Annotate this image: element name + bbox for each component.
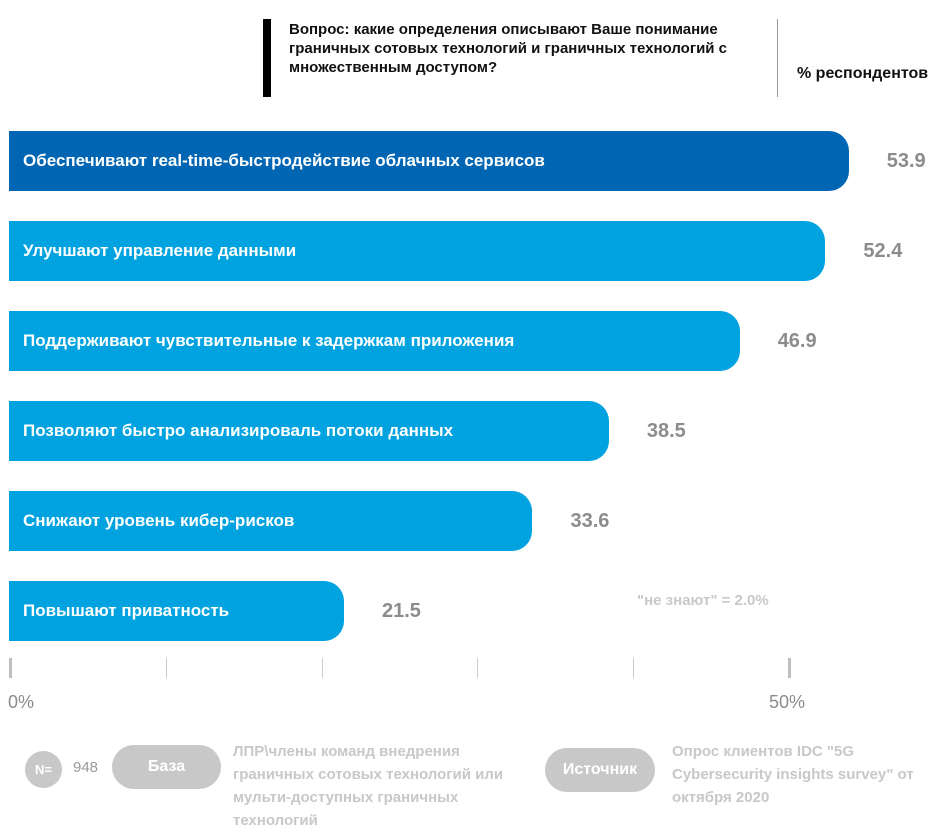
- bar-label: Улучшают управление данными: [23, 241, 297, 260]
- bar-value-label: 46.9: [777, 330, 817, 352]
- base-badge: База: [112, 745, 221, 789]
- source-badge: Источник: [545, 748, 655, 792]
- header-separator: [777, 19, 778, 97]
- bar: [9, 221, 826, 281]
- bar-label: Снижают уровень кибер-рисков: [23, 511, 295, 530]
- n-badge: N=: [25, 751, 62, 788]
- unit-label: % респондентов: [797, 65, 929, 82]
- bar: [9, 131, 849, 191]
- survey-question: Вопрос: какие определения описывают Ваше…: [289, 21, 728, 76]
- x-tick-label-50: 50%: [769, 692, 806, 712]
- n-value: 948: [73, 759, 99, 776]
- x-tick-label-0: 0%: [8, 692, 35, 712]
- base-description: ЛПР\члены команд внедрения граничных сот…: [233, 743, 504, 829]
- bar-label: Повышают приватность: [23, 601, 230, 620]
- source-description: Опрос клиентов IDC "5G Cybersecurity ins…: [672, 743, 914, 806]
- header-accent-bar: [263, 19, 271, 97]
- x-axis-tick: [321, 658, 323, 678]
- x-axis-tick: [477, 658, 479, 678]
- bar-label: Обеспечивают real-time-быстродействие об…: [23, 151, 545, 170]
- bar-label: Поддерживают чувствительные к задержкам …: [23, 331, 515, 350]
- x-axis-tick: [788, 658, 791, 678]
- bar: [9, 311, 740, 371]
- bar-value-label: 53.9: [886, 150, 926, 172]
- x-axis-tick: [165, 658, 167, 678]
- bar-value-label: 33.6: [570, 510, 610, 532]
- bar: [9, 401, 609, 461]
- bar: [9, 581, 344, 641]
- bar-value-label: 21.5: [381, 600, 421, 622]
- x-axis-tick: [9, 658, 12, 678]
- bar: [9, 491, 533, 551]
- bar-label: Позволяют быстро анализироваль потоки да…: [23, 421, 454, 440]
- bar-value-label: 52.4: [863, 240, 903, 262]
- dont-know-annotation: "не знают" = 2.0%: [637, 592, 769, 609]
- x-axis-tick: [633, 658, 635, 678]
- bar-value-label: 38.5: [646, 420, 686, 442]
